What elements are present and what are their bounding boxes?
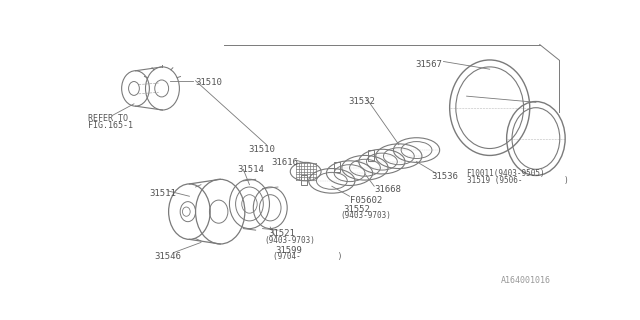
Text: A164001016: A164001016 — [501, 276, 551, 284]
Text: F10011(9403-9505): F10011(9403-9505) — [467, 169, 545, 178]
Bar — [334, 162, 340, 172]
Text: F05602: F05602 — [349, 196, 382, 205]
Text: 31536: 31536 — [431, 172, 458, 181]
Text: 31514: 31514 — [237, 165, 264, 174]
Text: 31521: 31521 — [269, 229, 296, 238]
Bar — [301, 175, 307, 186]
Text: FIG.165-1: FIG.165-1 — [88, 121, 132, 130]
Text: 31532: 31532 — [349, 97, 376, 106]
Text: 31599: 31599 — [276, 246, 303, 255]
Text: 31616: 31616 — [272, 158, 299, 167]
Text: 31567: 31567 — [416, 60, 443, 69]
Text: 31552: 31552 — [344, 205, 371, 214]
Text: 31668: 31668 — [374, 185, 401, 194]
Text: (9403-9703): (9403-9703) — [265, 236, 316, 245]
Text: 31511: 31511 — [149, 188, 176, 197]
Text: 31510: 31510 — [196, 78, 223, 87]
Text: (9704-        ): (9704- ) — [273, 252, 342, 261]
Text: 31510: 31510 — [248, 145, 275, 154]
Text: 31519 (9506-         ): 31519 (9506- ) — [467, 176, 568, 185]
Text: (9403-9703): (9403-9703) — [340, 211, 391, 220]
Text: 31546: 31546 — [154, 252, 181, 261]
Bar — [368, 150, 374, 161]
Text: REFER TO: REFER TO — [88, 114, 128, 123]
